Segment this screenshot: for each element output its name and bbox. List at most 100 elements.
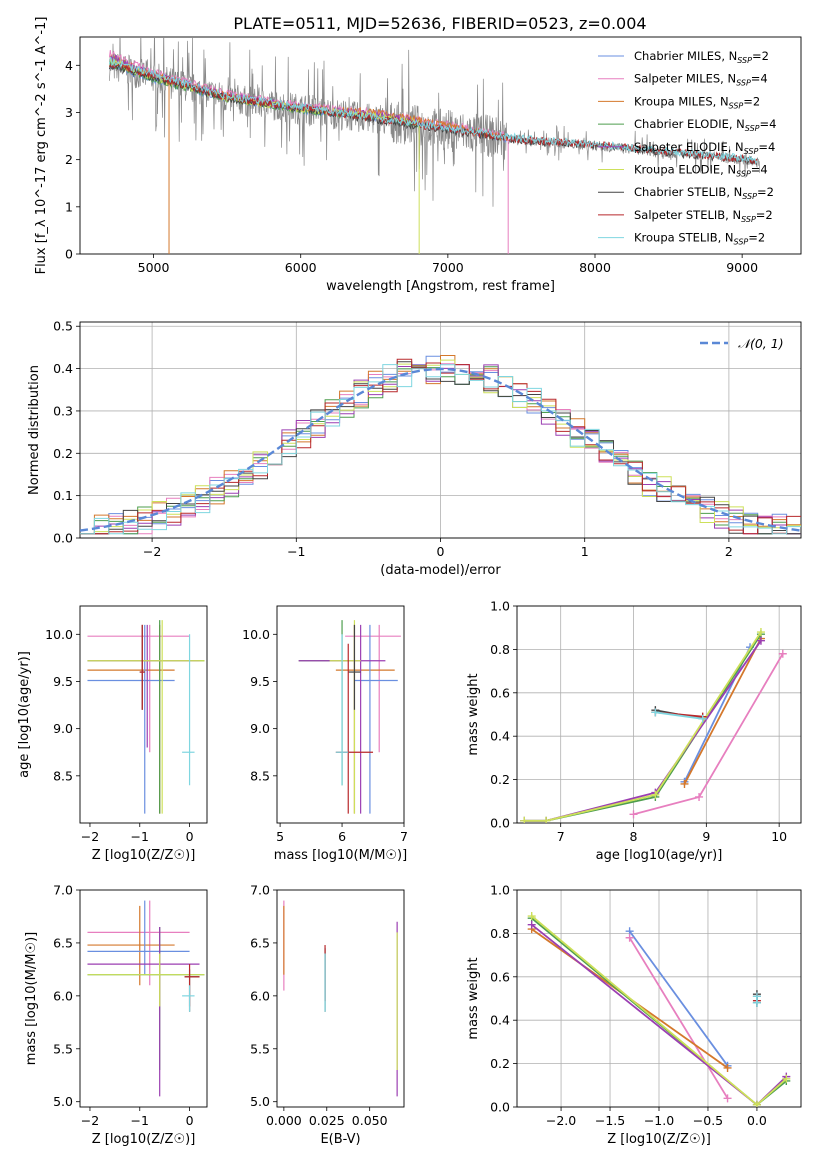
y-axis-label: Normed distribution [27,365,42,495]
plus-marker [756,636,765,645]
y-tick-label: 0.2 [53,446,73,461]
x-tick-label: 0 [186,1113,194,1128]
y-tick-label: 9.0 [250,721,270,736]
y-tick-label: 1.0 [490,599,510,614]
x-tick-label: −2.0 [546,1113,576,1128]
x-tick-label: 0.050 [352,1113,388,1128]
weight-line [524,631,762,822]
weight-line [628,937,729,1099]
x-tick-label: 9000 [726,260,758,275]
plus-marker [629,810,638,819]
x-tick-label: 2 [725,544,733,559]
plot-area [87,900,205,1097]
figure-title: PLATE=0511, MJD=52636, FIBERID=0523, z=0… [233,14,646,33]
y-tick-label: 0.2 [490,1056,510,1071]
x-tick-label: 8 [630,829,638,844]
legend-label: Kroupa ELODIE, NSSP=4 [634,163,768,179]
mass-vs-metallicity-panel: −2 −1 0 5.0 5.5 6.0 6.5 7.0 Z [log10(Z/Z☉)] mass … [24,883,208,1147]
x-tick-label: −0.5 [693,1113,723,1128]
axes-frame [516,605,802,824]
model-line [108,58,419,128]
y-tick-label: 9.5 [53,674,73,689]
plus-marker [723,1063,732,1072]
axes-frame [79,321,802,539]
x-tick-label: −2 [143,544,161,559]
plot-area [80,355,801,535]
weight-line [628,930,729,1067]
x-axis-label: Z [log10(Z/Z☉)] [92,848,196,863]
axes-frame [79,889,208,1108]
mass-weight-vs-age-panel: 7 8 9 10 0.0 0.2 0.4 0.6 0.8 1.0 age [log10(age/yr… [466,599,802,863]
legend-label: Chabrier ELODIE, NSSP=4 [634,117,776,133]
histogram-step-line [80,364,801,535]
x-tick-label: 7000 [432,260,464,275]
plus-marker [527,920,536,929]
legend-label: Salpeter MILES, NSSP=4 [634,72,768,88]
x-axis-label: wavelength [Angstrom, rest frame] [326,279,555,294]
y-tick-label: 1 [65,199,73,214]
y-tick-label: 6.0 [250,988,270,1003]
x-tick-label: 7 [557,829,565,844]
mass-weight-vs-metallicity-panel: −2.0 −1.5 −1.0 −0.5 0.0 0.0 0.2 0.4 0.6 0.8 1.0 Z [… [466,883,802,1147]
x-tick-label: 6000 [285,260,317,275]
plus-marker [680,779,689,788]
y-tick-label: 0 [65,247,73,262]
y-tick-label: 0.3 [53,403,73,418]
axes-frame [79,36,802,255]
y-tick-label: 7.0 [53,883,73,898]
legend-label: Kroupa STELIB, NSSP=2 [634,231,765,247]
y-tick-label: 9.5 [250,674,270,689]
x-tick-label: −1 [131,1113,149,1128]
y-tick-label: 8.5 [53,768,73,783]
y-tick-label: 0.0 [490,816,510,831]
y-tick-label: 9.0 [53,721,73,736]
y-tick-label: 6.5 [250,935,270,950]
x-axis-label: E(B-V) [320,1132,360,1147]
y-tick-label: 5.5 [250,1041,270,1056]
x-axis-label: (data-model)/error [380,563,501,578]
x-tick-label: −1.5 [595,1113,625,1128]
plus-marker [625,933,634,942]
plus-marker [756,628,765,637]
y-axis-label: Flux [f_λ 10^-17 erg cm^-2 s^-1 A^-1] [34,17,49,275]
y-axis-label: mass weight [466,673,481,755]
y-tick-label: 5.5 [53,1041,73,1056]
x-tick-label: −1.0 [644,1113,674,1128]
plus-marker [698,714,707,723]
x-axis-label: mass [log10(M/M☉)] [274,848,407,863]
x-tick-label: 5000 [138,260,170,275]
plus-marker [778,649,787,658]
legend-label: Salpeter ELODIE, NSSP=4 [634,140,775,156]
y-tick-label: 0.2 [490,772,510,787]
legend-label: Kroupa MILES, NSSP=2 [634,94,760,110]
x-tick-label: −2 [81,1113,99,1128]
legend-label: Chabrier STELIB, NSSP=2 [634,185,774,201]
y-tick-label: 7.0 [250,883,270,898]
mass-vs-ebv-panel: 0.000 0.025 0.050 5.0 5.5 6.0 6.5 7.0 E(B-V) [250,883,405,1147]
x-tick-label: 0.000 [266,1113,302,1128]
legend-label: Chabrier MILES, NSSP=2 [634,49,769,65]
y-tick-label: 0.4 [490,729,510,744]
y-tick-label: 8.5 [250,768,270,783]
axes-frame [79,605,208,824]
y-tick-label: 6.0 [53,988,73,1003]
legend-label: Salpeter STELIB, NSSP=2 [634,208,773,224]
y-tick-label: 0.1 [53,488,73,503]
y-tick-label: 0.8 [490,926,510,941]
y-tick-label: 0.8 [490,642,510,657]
plus-marker [695,792,704,801]
model-line [108,63,758,165]
weight-line [524,633,762,822]
plus-marker [782,1074,791,1083]
spectrum-panel: 5000 6000 7000 8000 9000 0 1 2 3 4 wavelength [Ang… [34,17,802,294]
normal-reference-curve [80,367,801,532]
x-tick-label: 9 [702,829,710,844]
x-tick-label: 5 [276,829,284,844]
axes-frame [276,889,405,1108]
plus-marker [520,816,529,823]
weight-line [683,646,751,783]
y-tick-label: 2 [65,152,73,167]
plus-marker [752,1100,761,1107]
x-axis-label: Z [log10(Z/Z☉)] [607,1132,711,1147]
